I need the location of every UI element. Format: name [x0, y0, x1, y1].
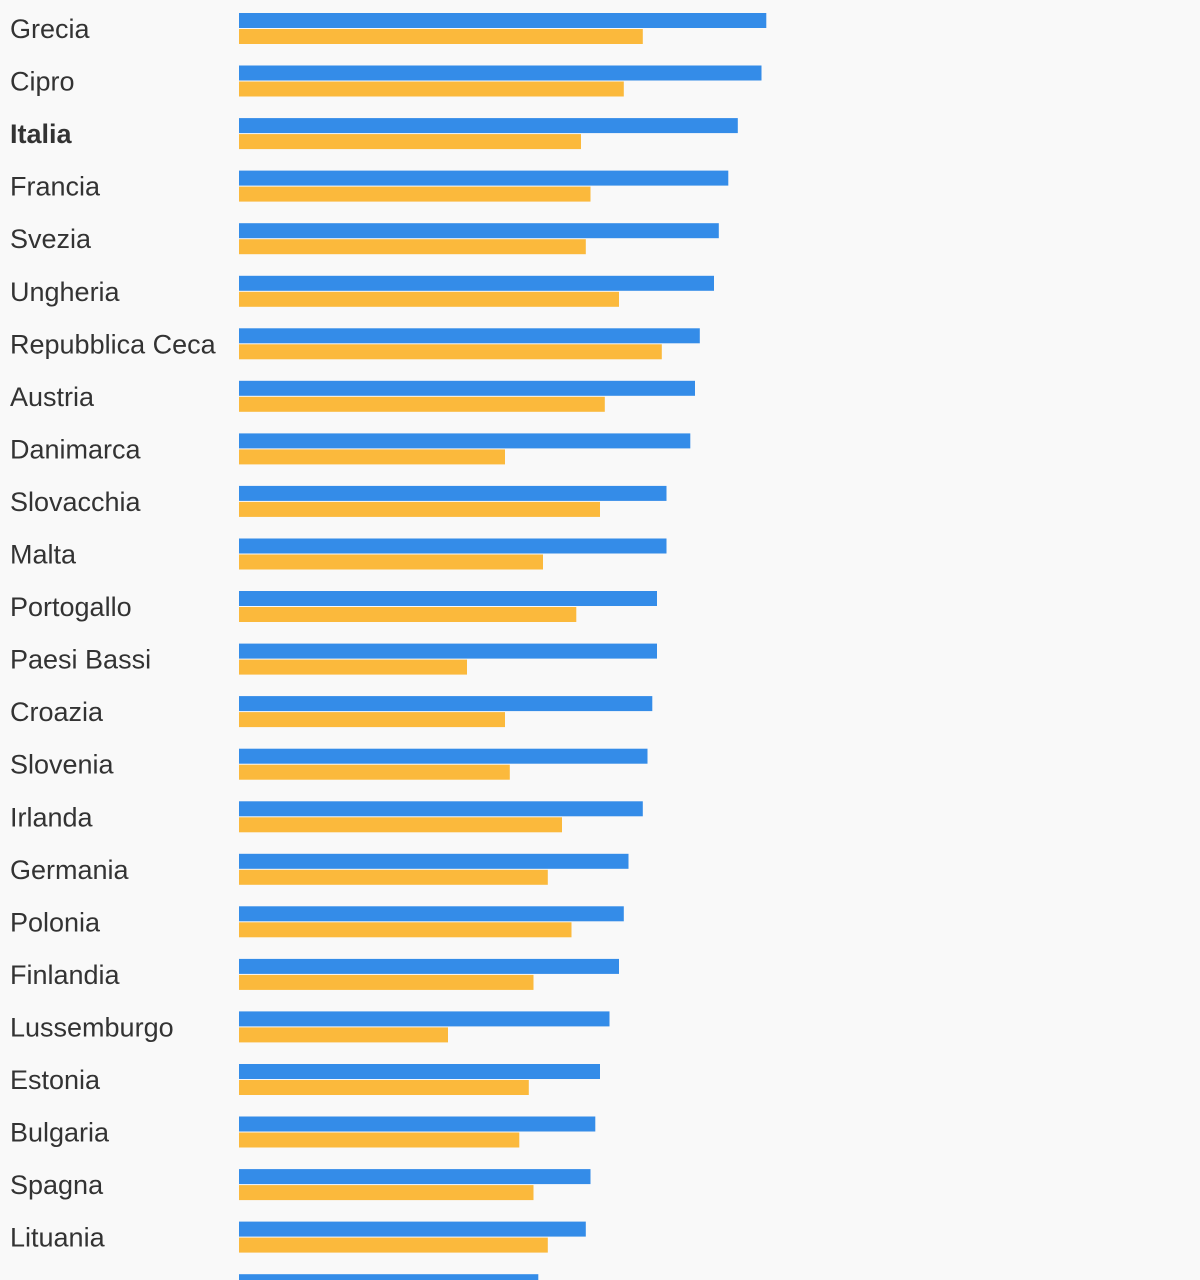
bar-series-2 — [239, 239, 586, 255]
bar-series-1 — [239, 65, 762, 81]
bar-series-2 — [239, 81, 624, 97]
bar-series-2 — [239, 134, 581, 150]
category-label: Croazia — [10, 697, 104, 727]
bar-series-1 — [239, 485, 667, 501]
category-label: Francia — [10, 172, 101, 202]
category-label: Lussemburgo — [10, 1012, 174, 1042]
bar-series-1 — [239, 958, 619, 974]
bar-series-2 — [239, 344, 662, 360]
category-label: Germania — [10, 855, 130, 885]
bar-series-1 — [239, 1221, 586, 1237]
bar-series-1 — [239, 275, 714, 291]
category-label: Bulgaria — [10, 1118, 110, 1148]
bar-series-2 — [239, 607, 577, 622]
bar-series-1 — [239, 1274, 539, 1280]
bar-series-1 — [239, 118, 738, 134]
bar-series-2 — [239, 1237, 548, 1253]
bar-series-1 — [239, 1169, 591, 1185]
category-label: Lituania — [10, 1223, 106, 1253]
category-label: Cipro — [10, 67, 75, 97]
category-label: Estonia — [10, 1065, 101, 1095]
category-label: Ungheria — [10, 277, 121, 307]
bar-series-2 — [239, 659, 467, 675]
bar-series-2 — [239, 869, 548, 885]
bar-series-2 — [239, 817, 562, 833]
bar-series-1 — [239, 1064, 600, 1079]
category-label: Italia — [10, 119, 73, 149]
bar-series-2 — [239, 396, 605, 412]
bar-series-1 — [239, 643, 657, 659]
bar-series-2 — [239, 449, 505, 465]
category-label: Polonia — [10, 907, 101, 937]
category-label: Repubblica Ceca — [10, 329, 217, 359]
bar-series-2 — [239, 922, 572, 938]
bar-series-2 — [239, 501, 600, 517]
bar-series-2 — [239, 974, 534, 990]
category-label: Danimarca — [10, 434, 142, 464]
bar-series-1 — [239, 170, 729, 186]
bar-series-2 — [239, 186, 591, 202]
category-label: Portogallo — [10, 592, 132, 622]
bar-series-1 — [239, 328, 700, 344]
bar-series-1 — [239, 748, 648, 764]
bar-series-2 — [239, 1027, 448, 1043]
category-label: Slovacchia — [10, 487, 142, 517]
bar-series-1 — [239, 13, 767, 28]
bar-series-2 — [239, 1132, 520, 1148]
bar-series-2 — [239, 764, 510, 780]
bar-series-2 — [239, 291, 619, 307]
bar-series-1 — [239, 433, 691, 449]
category-label: Finlandia — [10, 960, 121, 990]
category-label: Spagna — [10, 1170, 104, 1200]
category-label: Svezia — [10, 224, 92, 254]
category-label: Irlanda — [10, 802, 94, 832]
bar-series-2 — [239, 1185, 534, 1201]
bar-series-2 — [239, 712, 505, 728]
bar-series-2 — [239, 29, 643, 44]
bar-series-1 — [239, 538, 667, 554]
category-label: Paesi Bassi — [10, 645, 151, 675]
bar-series-1 — [239, 380, 695, 396]
bar-series-2 — [239, 554, 543, 570]
bar-series-1 — [239, 801, 643, 817]
bar-series-1 — [239, 1011, 610, 1027]
bar-series-1 — [239, 223, 719, 239]
category-label: Grecia — [10, 14, 91, 44]
category-label: Austria — [10, 382, 95, 412]
category-label: Slovenia — [10, 750, 115, 780]
bar-series-1 — [239, 591, 657, 606]
category-label: Malta — [10, 540, 77, 570]
bar-series-1 — [239, 1116, 596, 1132]
bar-series-1 — [239, 853, 629, 869]
bar-series-1 — [239, 906, 624, 922]
bar-series-2 — [239, 1080, 529, 1095]
bar-series-1 — [239, 696, 653, 712]
